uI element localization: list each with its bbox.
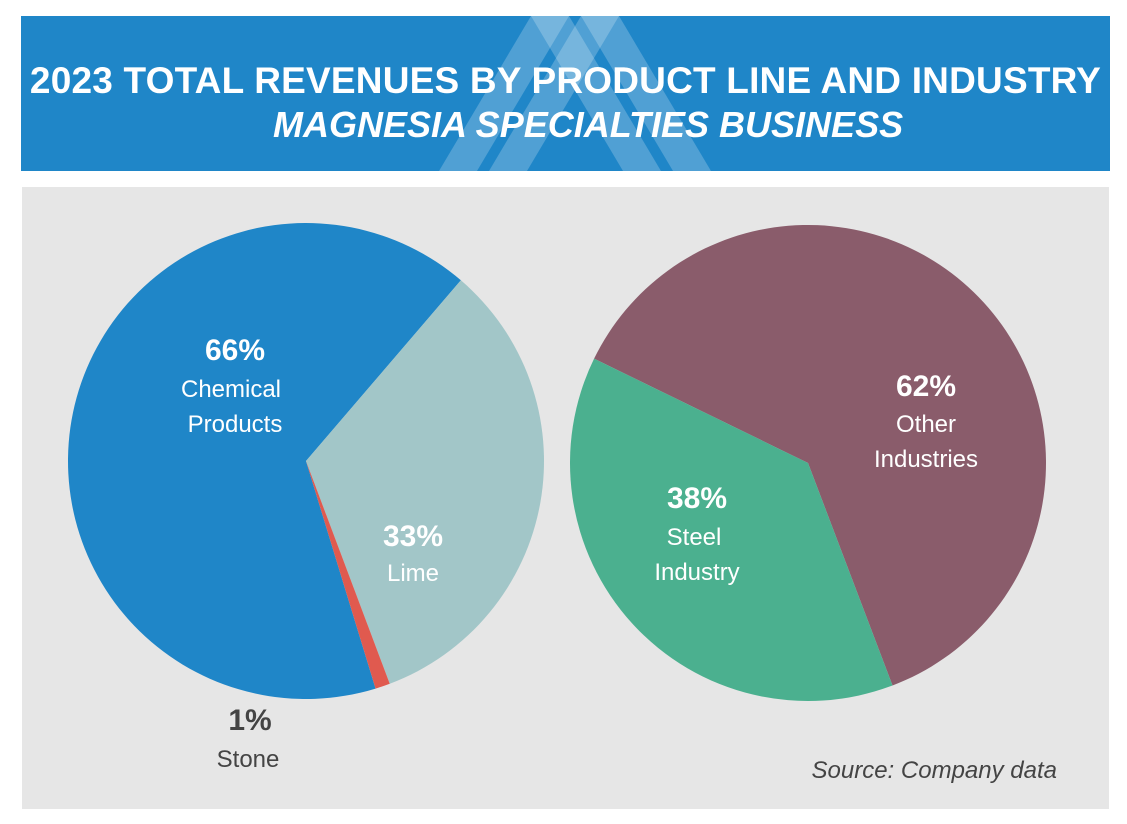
chart-panel: 66% Chemical Products 33% Lime 1% Stone … — [22, 187, 1109, 809]
data-label-chemical-products-value: 66% — [205, 334, 265, 367]
header-banner: 2023 TOTAL REVENUES BY PRODUCT LINE AND … — [21, 16, 1110, 171]
data-label-stone-name: Stone — [217, 746, 280, 773]
data-label-other-industries-line-2: Industries — [874, 446, 978, 473]
pie-slice-steel-industry — [570, 358, 893, 702]
company-logo-watermark-icon — [439, 16, 711, 171]
page-subtitle: MAGNESIA SPECIALTIES BUSINESS — [273, 104, 904, 145]
pie-slice-stone — [306, 461, 390, 689]
page-title: 2023 TOTAL REVENUES BY PRODUCT LINE AND … — [29, 60, 1102, 101]
data-label-lime-value: 33% — [383, 520, 443, 553]
data-label-chemical-products-line-1: Chemical — [181, 376, 281, 403]
source-note: Source: Company data — [811, 757, 1057, 784]
pie-chart-industry — [570, 225, 1046, 702]
data-label-stone-value: 1% — [228, 704, 271, 737]
pie-chart-product-line — [68, 223, 545, 699]
data-label-other-industries-value: 62% — [896, 370, 956, 403]
pie-slice-other-industries — [594, 225, 1046, 686]
pie-industry-labels: 62% Other Industries 38% Steel Industry — [654, 370, 978, 586]
pie-charts: 66% Chemical Products 33% Lime 1% Stone … — [68, 223, 1046, 773]
pie-slice-lime — [306, 280, 545, 684]
data-label-steel-industry-value: 38% — [667, 482, 727, 515]
data-label-chemical-products-line-2: Products — [188, 411, 283, 438]
pie-product-line-labels: 66% Chemical Products 33% Lime 1% Stone — [181, 334, 443, 773]
data-label-other-industries-line-1: Other — [896, 411, 956, 438]
data-label-lime-name: Lime — [387, 560, 439, 587]
data-label-steel-industry-line-2: Industry — [654, 559, 739, 586]
data-label-steel-industry-line-1: Steel — [667, 524, 722, 551]
pie-slice-chemical-products — [68, 223, 461, 699]
